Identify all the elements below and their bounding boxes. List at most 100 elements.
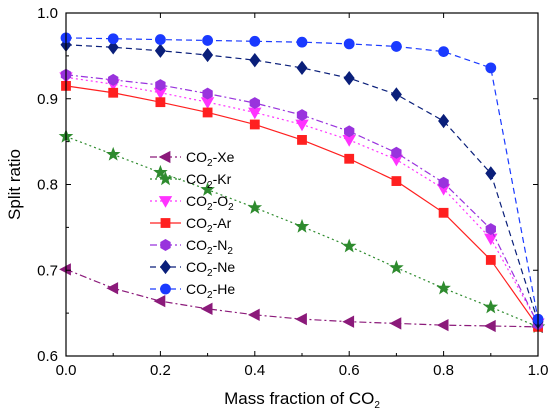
data-point [341, 238, 357, 253]
data-point [438, 113, 450, 129]
legend-label: CO2-O2 [186, 193, 234, 213]
data-point [391, 176, 402, 186]
data-point [108, 87, 119, 98]
data-point [343, 71, 355, 86]
data-point [107, 40, 119, 55]
data-point [249, 97, 260, 110]
data-point [485, 223, 496, 236]
series-line [65, 44, 539, 322]
data-point [296, 60, 308, 76]
legend-entry: CO2-O2 [150, 193, 234, 213]
data-point [107, 33, 119, 45]
x-axis-title-main: Mass fraction of CO [224, 389, 374, 408]
data-point [249, 35, 261, 47]
legend-label: CO2-Ar [186, 215, 232, 235]
data-point [202, 47, 214, 63]
data-point [105, 146, 121, 161]
data-point [154, 34, 166, 45]
legend-marker [160, 239, 171, 251]
data-point [438, 176, 449, 189]
legend-entry: CO2-Ne [150, 259, 235, 279]
y-tick-label: 1.0 [37, 5, 58, 22]
data-point [294, 218, 310, 233]
series-co2-ar [61, 80, 543, 332]
data-point [438, 46, 450, 57]
legend-entry: CO2-Ar [150, 215, 232, 235]
data-point [202, 107, 213, 118]
data-point [249, 119, 260, 130]
y-tick-label: 0.9 [37, 91, 58, 108]
legend-entry: CO2-N2 [150, 237, 233, 257]
data-point [390, 41, 402, 52]
data-point [484, 233, 498, 246]
x-tick-label: 0.0 [56, 362, 77, 379]
x-tick-label: 0.8 [433, 362, 454, 379]
data-point [297, 135, 307, 145]
data-point [389, 260, 404, 274]
data-point [344, 153, 355, 164]
legend: CO2-XeCO2-KrCO2-O2CO2-ArCO2-N2CO2-NeCO2-… [150, 149, 235, 301]
data-point [436, 318, 449, 332]
data-point [483, 319, 496, 333]
legend-label: CO2-Ne [186, 259, 235, 279]
data-point [295, 312, 307, 326]
data-point [155, 97, 166, 108]
legend-entry: CO2-Xe [150, 149, 235, 169]
data-point [155, 79, 166, 91]
series-line [65, 37, 539, 320]
data-point [485, 255, 496, 265]
x-axis-title-sub: 2 [374, 400, 380, 411]
data-point [296, 36, 308, 48]
x-tick-label: 1.0 [528, 362, 549, 379]
data-point [202, 87, 213, 100]
series-co2-ne [60, 37, 544, 329]
series-co2-he [60, 32, 544, 325]
data-point [485, 166, 497, 181]
data-point [391, 146, 402, 159]
series-line [65, 135, 539, 328]
legend-marker [159, 259, 172, 275]
y-tick-label: 0.6 [37, 348, 58, 365]
legend-marker [158, 196, 173, 208]
data-point [153, 164, 168, 179]
data-point [59, 263, 71, 276]
legend-marker [160, 283, 171, 295]
y-axis-title: Split ratio [5, 149, 24, 220]
chart-marks [58, 32, 546, 334]
legend-label: CO2-Kr [186, 171, 232, 191]
data-point [200, 302, 213, 316]
data-point [108, 73, 119, 86]
data-point [389, 317, 402, 330]
legend-label: CO2-N2 [186, 237, 233, 257]
data-point [390, 87, 402, 102]
data-point [436, 280, 451, 295]
data-point [154, 43, 166, 58]
legend-label: CO2-Xe [186, 149, 235, 169]
y-tick-label: 0.7 [37, 262, 58, 279]
legend-label: CO2-He [186, 281, 235, 301]
series-co2-kr [58, 128, 546, 334]
series-co2-n2 [60, 68, 544, 331]
data-point [153, 294, 166, 308]
data-point [438, 207, 449, 218]
y-tick-label: 0.8 [37, 177, 58, 194]
legend-entry: CO2-Kr [150, 171, 232, 191]
data-point [247, 199, 263, 214]
series-co2-xe [59, 263, 543, 334]
series-line [65, 74, 539, 325]
data-point [106, 282, 119, 295]
legend-marker [160, 218, 171, 228]
data-point [483, 299, 499, 314]
x-tick-label: 0.2 [150, 362, 171, 379]
data-point [200, 181, 215, 196]
legend-entry: CO2-He [150, 281, 235, 301]
data-point [296, 109, 308, 122]
legend-marker [158, 150, 171, 164]
data-point [485, 62, 497, 74]
legend-marker [158, 171, 173, 186]
data-point [342, 315, 355, 328]
axis-ticks: 0.0 0.2 0.4 0.6 0.8 1.0 0.6 0.7 0.8 0.9 1.0 [37, 5, 548, 379]
data-point [343, 38, 355, 50]
x-tick-label: 0.4 [244, 362, 265, 379]
